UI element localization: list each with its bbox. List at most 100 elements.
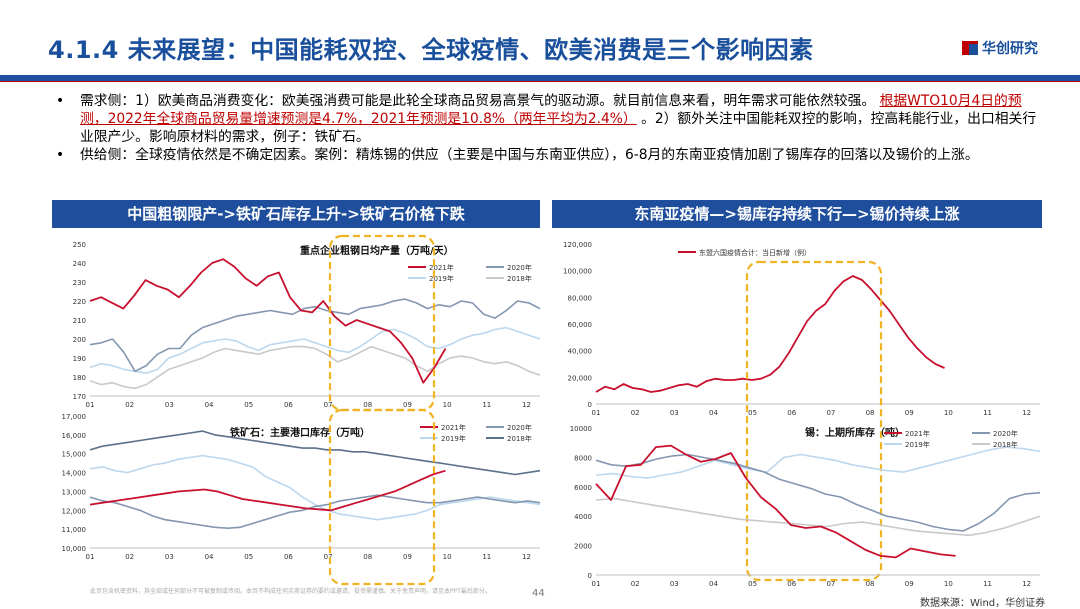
x-tick-label: 07 [826, 580, 835, 588]
x-tick-label: 05 [748, 580, 757, 588]
y-tick-label: 16,000 [62, 432, 87, 440]
x-tick-label: 04 [709, 409, 718, 417]
x-tick-label: 04 [205, 553, 214, 561]
x-tick-label: 06 [787, 409, 796, 417]
bullet-supply: • 供给侧：全球疫情依然是不确定因素。案例：精炼锡的供应（主要是中国与东南亚供应… [52, 146, 1037, 164]
y-tick-label: 230 [73, 279, 86, 287]
y-tick-label: 100,000 [563, 268, 592, 276]
y-tick-label: 190 [73, 355, 86, 363]
disclaimer: 此页包含机密资料，其全部或任何部分不可被复制或传阅。本页不构成任何买卖证券的要约… [90, 588, 491, 595]
series-line-2020 [595, 453, 1041, 532]
series-line-2020 [89, 298, 541, 373]
y-tick-label: 12,000 [62, 507, 87, 515]
x-tick-label: 01 [86, 553, 95, 561]
bullet-demand-text-1: 需求侧：1）欧美商品消费变化：欧美强消费可能是此轮全球商品贸易高景气的驱动源。就… [80, 93, 876, 109]
chart-title: 锡：上期所库存（吨） [805, 426, 905, 439]
x-tick-label: 05 [244, 553, 253, 561]
x-tick-label: 09 [403, 401, 412, 409]
series-line-2021 [89, 258, 447, 384]
x-tick-label: 07 [826, 409, 835, 417]
y-tick-label: 200 [73, 336, 86, 344]
y-tick-label: 20,000 [568, 374, 593, 382]
x-tick-label: 06 [284, 553, 293, 561]
bullet-list: • 需求侧：1）欧美商品消费变化：欧美强消费可能是此轮全球商品贸易高景气的驱动源… [52, 92, 1037, 164]
x-tick-label: 11 [482, 401, 491, 409]
highlight-box [745, 260, 883, 582]
series-line-2018 [89, 430, 541, 476]
y-tick-label: 40,000 [568, 348, 593, 356]
x-tick-label: 12 [1022, 580, 1031, 588]
legend-label: 2020年 [993, 429, 1018, 438]
x-tick-label: 03 [670, 580, 679, 588]
x-tick-label: 11 [983, 409, 992, 417]
series-line-2019 [595, 446, 1041, 479]
legend-label: 2019年 [429, 274, 454, 283]
highlight-box [328, 408, 436, 586]
legend-label: 2019年 [441, 434, 466, 443]
header-accent-rule [0, 81, 1080, 82]
y-tick-label: 11,000 [62, 526, 87, 534]
legend-label: 2020年 [507, 423, 532, 432]
header-rule [0, 75, 1080, 81]
x-tick-label: 07 [324, 401, 333, 409]
bullet-mark: • [56, 93, 65, 109]
y-tick-label: 15,000 [62, 451, 87, 459]
series-line-2019 [89, 326, 541, 375]
bullet-demand-text-2: 。2）额外关注中国能耗双控的影响，控高耗能行业，出口相关行业限产少。影响原材料的… [80, 111, 1037, 145]
legend-label: 2021年 [429, 263, 454, 272]
y-tick-label: 14,000 [62, 470, 87, 478]
x-tick-label: 01 [86, 401, 95, 409]
x-tick-label: 02 [125, 401, 134, 409]
chart-title: 铁矿石：主要港口库存（万吨） [230, 426, 370, 439]
y-tick-label: 17,000 [62, 413, 87, 421]
x-tick-label: 11 [983, 580, 992, 588]
x-tick-label: 08 [866, 409, 875, 417]
y-tick-label: 120,000 [563, 241, 592, 249]
x-tick-label: 10 [443, 553, 452, 561]
x-tick-label: 08 [363, 401, 372, 409]
x-tick-label: 06 [284, 401, 293, 409]
y-tick-label: 180 [73, 374, 86, 382]
bullet-supply-text: 供给侧：全球疫情依然是不确定因素。案例：精炼锡的供应（主要是中国与东南亚供应），… [80, 147, 979, 163]
x-tick-label: 08 [363, 553, 372, 561]
logo-text: 华创研究 [982, 41, 1038, 57]
x-tick-label: 04 [709, 580, 718, 588]
bullet-demand: • 需求侧：1）欧美商品消费变化：欧美强消费可能是此轮全球商品贸易高景气的驱动源… [52, 92, 1037, 146]
legend-label: 2020年 [507, 263, 532, 272]
x-tick-label: 02 [631, 409, 640, 417]
x-tick-label: 07 [324, 553, 333, 561]
y-tick-label: 250 [73, 241, 86, 249]
y-tick-label: 0 [588, 401, 592, 409]
x-tick-label: 03 [165, 401, 174, 409]
right-band-title: 东南亚疫情—>锡库存持续下行—>锡价持续上涨 [552, 200, 1042, 228]
x-tick-label: 01 [592, 580, 601, 588]
x-tick-label: 10 [944, 409, 953, 417]
series-line-2020 [89, 494, 541, 530]
series-line-2018 [595, 497, 1041, 537]
series-line-2018 [89, 345, 541, 390]
y-tick-label: 4000 [574, 513, 592, 521]
x-tick-label: 10 [944, 580, 953, 588]
company-logo: 华创研究 [962, 38, 1038, 58]
y-tick-label: 210 [73, 317, 86, 325]
y-tick-label: 170 [73, 393, 86, 401]
chart-title: 重点企业粗钢日均产量（万吨/天） [300, 244, 454, 257]
legend-label: 2021年 [905, 429, 930, 438]
series-line-2019 [89, 454, 541, 521]
series-line-2021 [89, 469, 446, 512]
bullet-demand-highlight: 根据WTO10月4日的预测，2022年全球商品贸易量增速预测是4.7%，2021… [80, 93, 1022, 127]
y-tick-label: 240 [73, 260, 86, 268]
highlight-box [328, 234, 436, 412]
x-tick-label: 02 [125, 553, 134, 561]
y-tick-label: 2000 [574, 543, 592, 551]
x-tick-label: 09 [403, 553, 412, 561]
x-tick-label: 10 [443, 401, 452, 409]
series-line-东盟六国疫情合计：当日新增（例） [595, 275, 945, 393]
y-tick-label: 6000 [574, 484, 592, 492]
data-source: 数据来源：Wind，华创证券 [920, 598, 1046, 609]
x-tick-label: 08 [866, 580, 875, 588]
x-tick-label: 09 [905, 409, 914, 417]
legend-label: 2018年 [993, 440, 1018, 449]
x-tick-label: 04 [205, 401, 214, 409]
x-tick-label: 03 [670, 409, 679, 417]
